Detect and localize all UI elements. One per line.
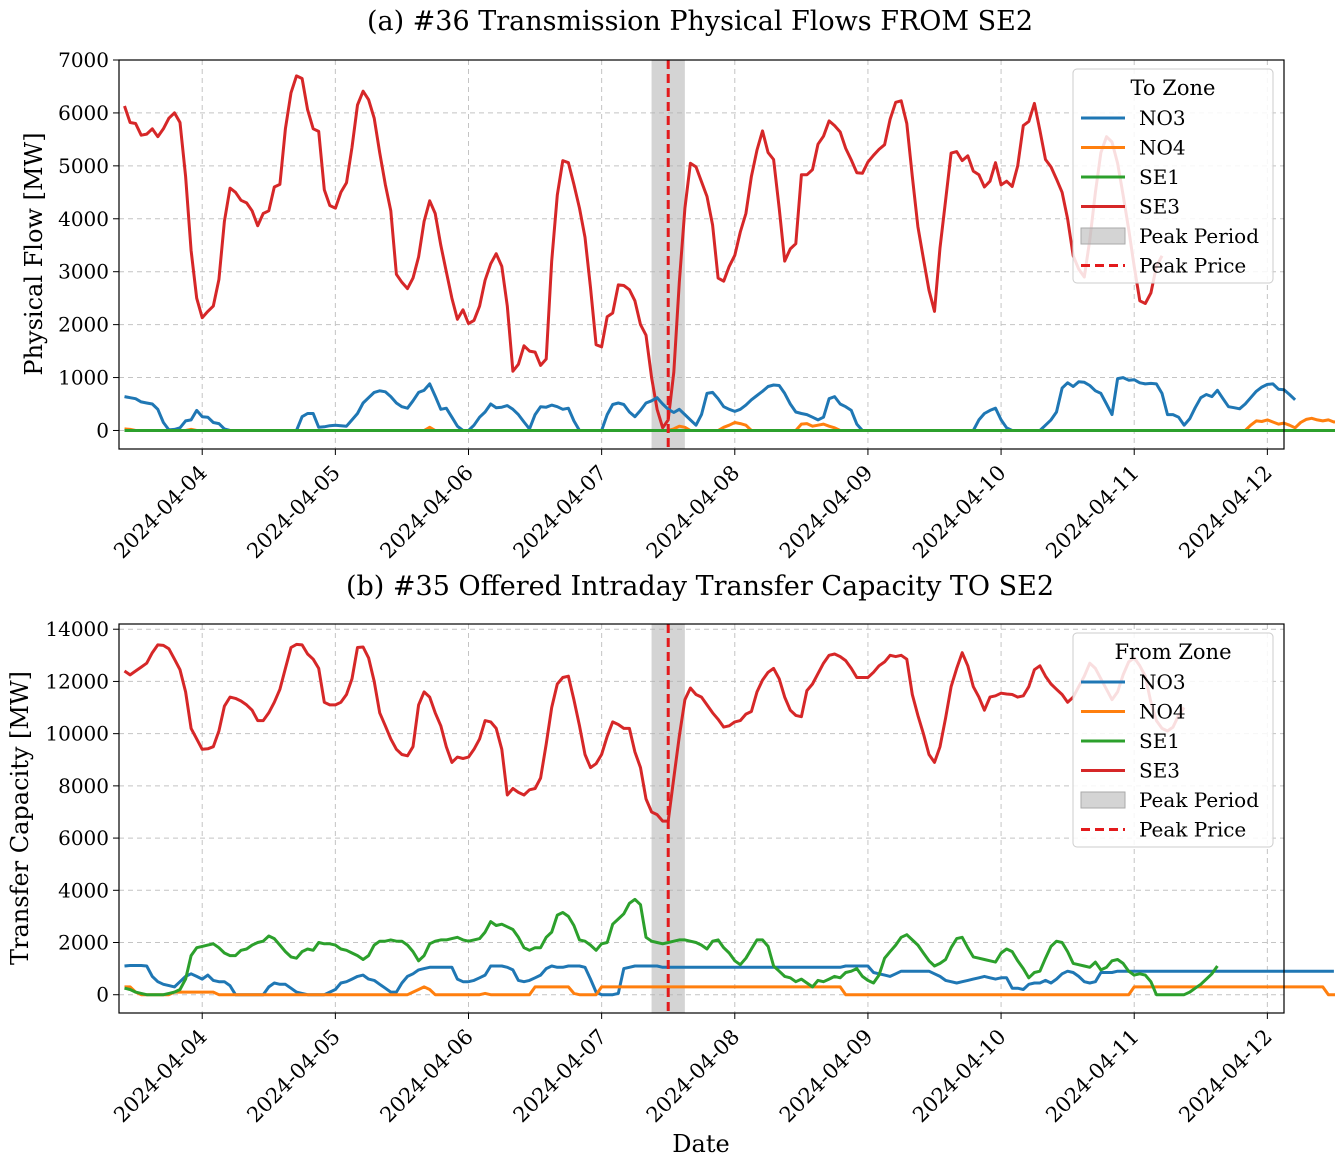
y-axis-label: Physical Flow [MW] — [20, 132, 48, 375]
legend-label-peak-price: Peak Price — [1139, 254, 1246, 278]
y-tick-label: 3000 — [58, 260, 109, 284]
legend-label-se3: SE3 — [1139, 759, 1180, 783]
y-axis-ticks: 0 1000 2000 3000 4000 5000 6000 7000 — [58, 48, 119, 442]
chart-title: (b) #35 Offered Intraday Transfer Capaci… — [346, 571, 1054, 602]
y-tick-label: 4000 — [58, 207, 109, 231]
legend-label-no3: NO3 — [1139, 106, 1186, 130]
legend-label-se1: SE1 — [1139, 165, 1180, 189]
legend-title: To Zone — [1131, 76, 1216, 100]
legend-label-peak-price: Peak Price — [1139, 818, 1246, 842]
plot-frame — [118, 59, 1285, 450]
legend: To Zone NO3 NO4 SE1 SE3 Peak Period Peak Price — [1072, 68, 1274, 284]
legend-label-se1: SE1 — [1139, 729, 1180, 753]
y-tick-label: 8000 — [58, 774, 109, 798]
y-axis-ticks: 0 2000 4000 6000 8000 10000 12000 14000 — [45, 617, 119, 1007]
chart-title: (a) #36 Transmission Physical Flows FROM… — [367, 6, 1033, 37]
series-line-se3 — [123, 642, 1186, 823]
x-axis-label: Date — [672, 1130, 729, 1158]
chart-transfer-capacity: (b) #35 Offered Intraday Transfer Capaci… — [6, 571, 1335, 1158]
legend-label-no4: NO4 — [1139, 136, 1186, 160]
legend-title: From Zone — [1114, 640, 1231, 664]
y-tick-label: 6000 — [58, 826, 109, 850]
y-tick-label: 4000 — [58, 878, 109, 902]
legend-swatch-peak-period — [1080, 791, 1126, 809]
legend-label-peak-period: Peak Period — [1139, 788, 1259, 812]
y-tick-label: 7000 — [58, 48, 109, 72]
legend-label-peak-period: Peak Period — [1139, 224, 1259, 248]
series-line-no3 — [124, 376, 1297, 432]
y-tick-label: 14000 — [45, 617, 109, 641]
y-tick-label: 10000 — [45, 722, 109, 746]
legend-label-se3: SE3 — [1139, 195, 1180, 219]
y-tick-label: 1000 — [58, 366, 109, 390]
y-tick-label: 2000 — [58, 313, 109, 337]
series-line-se3 — [123, 74, 1164, 430]
legend: From Zone NO3 NO4 SE1 SE3 Peak Period Peak Pri… — [1072, 632, 1274, 848]
series-line-se1 — [124, 897, 1219, 997]
y-tick-label: 5000 — [58, 154, 109, 178]
y-tick-label: 6000 — [58, 101, 109, 125]
y-tick-label: 0 — [96, 983, 109, 1007]
y-tick-label: 2000 — [58, 931, 109, 955]
series-lines — [123, 642, 1335, 997]
plot-frame — [118, 623, 1285, 1014]
legend-label-no4: NO4 — [1139, 700, 1186, 724]
legend-label-no3: NO3 — [1139, 670, 1186, 694]
y-axis-label: Transfer Capacity [MW] — [6, 671, 34, 965]
y-tick-label: 0 — [96, 418, 109, 442]
series-lines — [123, 74, 1335, 432]
legend-swatch-peak-period — [1080, 227, 1126, 245]
y-tick-label: 12000 — [45, 669, 109, 693]
